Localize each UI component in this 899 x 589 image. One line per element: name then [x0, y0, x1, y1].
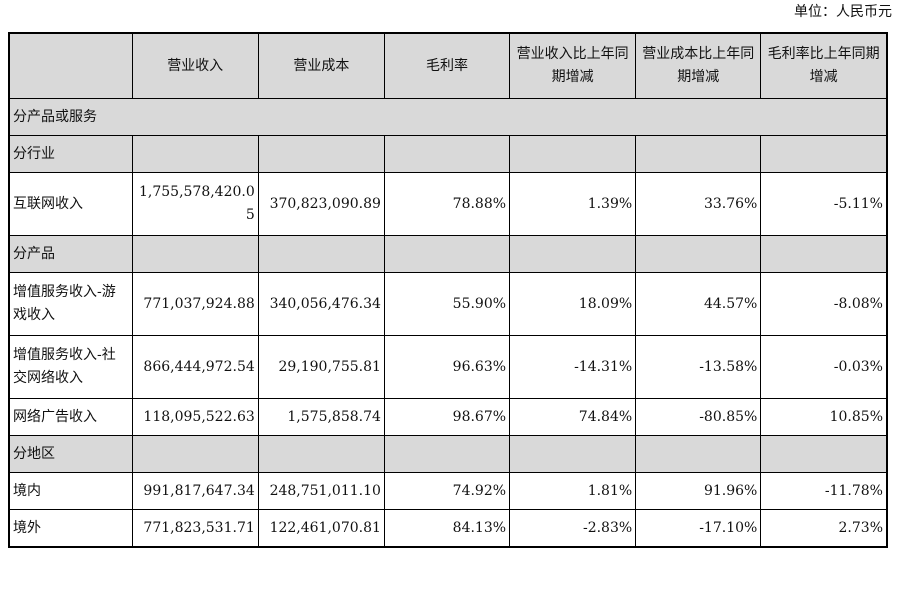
header-cell: 营业成本 — [257, 32, 385, 99]
rev-change-cell: 74.84% — [509, 398, 637, 436]
margin-change-cell: -5.11% — [760, 172, 888, 236]
header-cell: 营业成本比上年同期增减 — [635, 32, 762, 99]
empty-cell — [257, 435, 385, 473]
table-row: 境内 991,817,647.34 248,751,011.10 74.92% … — [8, 472, 888, 510]
margin-cell: 96.63% — [383, 335, 511, 399]
empty-cell — [383, 435, 511, 473]
margin-change-cell: -11.78% — [760, 472, 888, 510]
empty-cell — [760, 435, 888, 473]
cost-change-cell: 91.96% — [635, 472, 762, 510]
empty-cell — [131, 135, 259, 173]
cost-change-cell: 33.76% — [635, 172, 762, 236]
section-row: 分产品 — [8, 235, 888, 273]
section-label: 分行业 — [8, 135, 133, 173]
row-name: 增值服务收入-游戏收入 — [8, 272, 133, 336]
margin-cell: 74.92% — [383, 472, 511, 510]
row-name: 互联网收入 — [8, 172, 133, 236]
empty-cell — [760, 135, 888, 173]
margin-change-cell: 2.73% — [760, 509, 888, 548]
cost-change-cell: -80.85% — [635, 398, 762, 436]
empty-cell — [509, 435, 637, 473]
rev-change-cell: 18.09% — [509, 272, 637, 336]
cost-cell: 340,056,476.34 — [257, 272, 385, 336]
header-cell — [8, 32, 133, 99]
revenue-cell: 118,095,522.63 — [131, 398, 259, 436]
empty-cell — [383, 235, 511, 273]
rev-change-cell: 1.81% — [509, 472, 637, 510]
revenue-cell: 1,755,578,420.05 — [131, 172, 259, 236]
empty-cell — [131, 235, 259, 273]
row-name: 网络广告收入 — [8, 398, 133, 436]
margin-cell: 84.13% — [383, 509, 511, 548]
section-row: 分行业 — [8, 135, 888, 173]
empty-cell — [257, 235, 385, 273]
revenue-cell: 866,444,972.54 — [131, 335, 259, 399]
table-row: 增值服务收入-社交网络收入 866,444,972.54 29,190,755.… — [8, 335, 888, 399]
rev-change-cell: -14.31% — [509, 335, 637, 399]
table-row: 增值服务收入-游戏收入 771,037,924.88 340,056,476.3… — [8, 272, 888, 336]
header-cell: 营业收入比上年同期增减 — [509, 32, 637, 99]
section-label: 分地区 — [8, 435, 133, 473]
empty-cell — [383, 135, 511, 173]
cost-change-cell: -13.58% — [635, 335, 762, 399]
cost-change-cell: -17.10% — [635, 509, 762, 548]
unit-label: 单位：人民币元 — [794, 4, 892, 20]
margin-cell: 98.67% — [383, 398, 511, 436]
header-row: 营业收入 营业成本 毛利率 营业收入比上年同期增减 营业成本比上年同期增减 毛利… — [8, 32, 888, 99]
header-cell: 营业收入 — [131, 32, 259, 99]
table-row: 互联网收入 1,755,578,420.05 370,823,090.89 78… — [8, 172, 888, 236]
revenue-cell: 771,037,924.88 — [131, 272, 259, 336]
table-row: 网络广告收入 118,095,522.63 1,575,858.74 98.67… — [8, 398, 888, 436]
revenue-cell: 991,817,647.34 — [131, 472, 259, 510]
row-name: 境外 — [8, 509, 133, 548]
empty-cell — [635, 235, 762, 273]
row-name: 境内 — [8, 472, 133, 510]
cost-cell: 29,190,755.81 — [257, 335, 385, 399]
rev-change-cell: 1.39% — [509, 172, 637, 236]
margin-change-cell: 10.85% — [760, 398, 888, 436]
section-row: 分产品或服务 — [8, 98, 888, 136]
cost-change-cell: 44.57% — [635, 272, 762, 336]
empty-cell — [760, 235, 888, 273]
empty-cell — [509, 135, 637, 173]
margin-cell: 55.90% — [383, 272, 511, 336]
cost-cell: 248,751,011.10 — [257, 472, 385, 510]
margin-change-cell: -8.08% — [760, 272, 888, 336]
revenue-table: 营业收入 营业成本 毛利率 营业收入比上年同期增减 营业成本比上年同期增减 毛利… — [8, 32, 888, 548]
table-row: 境外 771,823,531.71 122,461,070.81 84.13% … — [8, 509, 888, 548]
empty-cell — [257, 135, 385, 173]
section-label: 分产品或服务 — [8, 98, 888, 136]
margin-change-cell: -0.03% — [760, 335, 888, 399]
empty-cell — [635, 135, 762, 173]
empty-cell — [131, 435, 259, 473]
cost-cell: 122,461,070.81 — [257, 509, 385, 548]
header-cell: 毛利率比上年同期增减 — [760, 32, 888, 99]
rev-change-cell: -2.83% — [509, 509, 637, 548]
section-row: 分地区 — [8, 435, 888, 473]
empty-cell — [509, 235, 637, 273]
cost-cell: 370,823,090.89 — [257, 172, 385, 236]
row-name: 增值服务收入-社交网络收入 — [8, 335, 133, 399]
header-cell: 毛利率 — [383, 32, 511, 99]
margin-cell: 78.88% — [383, 172, 511, 236]
cost-cell: 1,575,858.74 — [257, 398, 385, 436]
section-label: 分产品 — [8, 235, 133, 273]
empty-cell — [635, 435, 762, 473]
revenue-cell: 771,823,531.71 — [131, 509, 259, 548]
